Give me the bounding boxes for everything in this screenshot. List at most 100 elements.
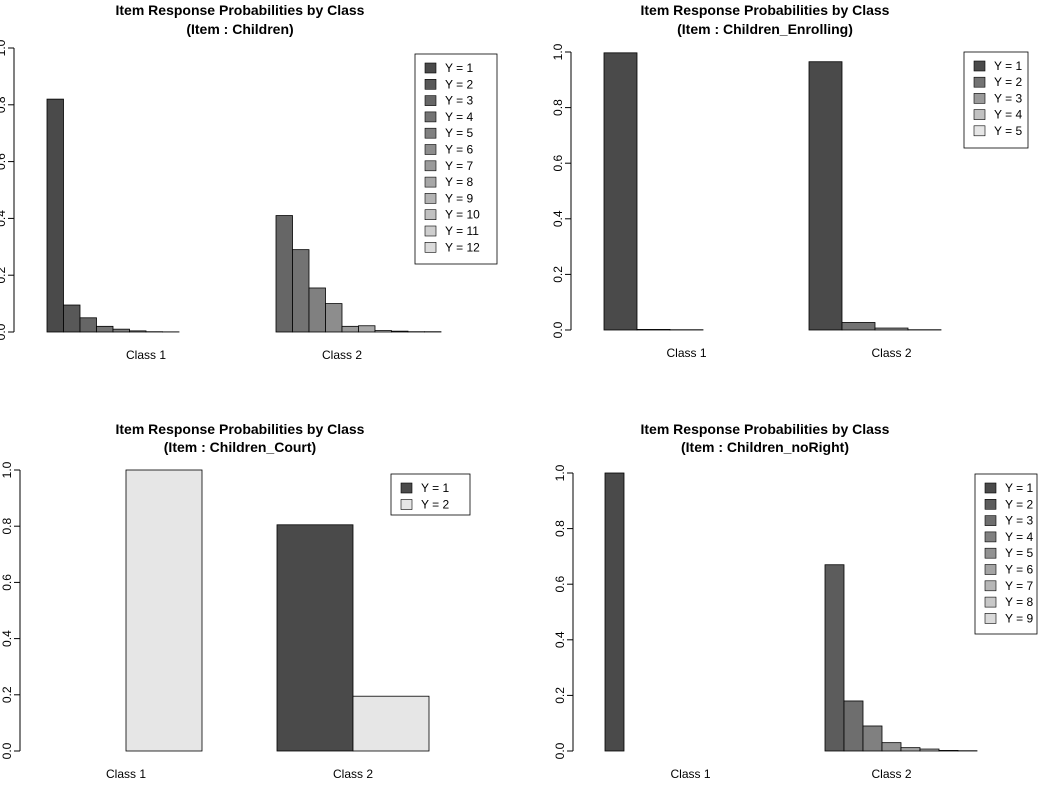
legend-label: Y = 1	[445, 61, 473, 75]
chart-subtitle: (Item : Children_noRight)	[681, 439, 849, 455]
bar-class1-y2	[125, 469, 203, 752]
y-tick-label: 0.4	[553, 631, 567, 648]
legend-swatch	[984, 613, 997, 624]
legend-label: Y = 1	[1005, 481, 1033, 495]
legend-swatch	[424, 111, 437, 123]
legend-swatch	[984, 596, 997, 608]
bar-class1-y1	[603, 52, 638, 331]
chart-title: Item Response Probabilities by Class	[116, 2, 365, 18]
legend-swatch	[424, 95, 437, 106]
x-tick-label: Class 1	[126, 348, 166, 362]
legend-swatch	[424, 225, 437, 237]
legend-swatch	[984, 531, 997, 543]
legend-label: Y = 7	[445, 159, 473, 173]
bar-class1-y6	[129, 330, 147, 333]
legend-swatch	[424, 144, 437, 155]
bar-class2-y9	[374, 330, 392, 333]
y-tick-label: 0.2	[553, 687, 567, 704]
bar-class2-y2	[824, 564, 845, 752]
chart-title: Item Response Probabilities by Class	[641, 2, 890, 18]
legend-label: Y = 4	[445, 110, 473, 124]
legend-swatch	[424, 242, 437, 253]
legend-swatch	[984, 482, 997, 494]
bar-class2-y2	[352, 695, 430, 752]
x-tick-label: Class 1	[670, 767, 710, 781]
bar-class2-y8	[938, 750, 959, 752]
x-tick-label: Class 1	[666, 346, 706, 360]
y-tick-label: 1.0	[0, 39, 8, 56]
x-tick-label: Class 2	[871, 346, 911, 360]
y-tick-label: 1.0	[551, 43, 565, 60]
y-tick-label: 0.6	[0, 574, 14, 591]
bar-class2-y3	[275, 215, 293, 333]
legend-label: Y = 1	[994, 59, 1022, 73]
x-tick-label: Class 2	[322, 348, 362, 362]
bar-class2-y5	[881, 742, 902, 752]
legend-swatch	[424, 127, 437, 139]
legend-swatch	[973, 109, 986, 120]
legend-swatch	[424, 209, 437, 220]
bar-class1-y3	[79, 317, 97, 333]
legend-label: Y = 5	[445, 126, 473, 140]
bar-class2-y5	[308, 287, 326, 333]
y-tick-label: 0.6	[551, 155, 565, 172]
legend-swatch	[424, 176, 437, 188]
legend-swatch	[973, 93, 986, 104]
x-tick-label: Class 1	[106, 767, 146, 781]
bar-class1-y2	[636, 329, 671, 331]
legend-label: Y = 11	[445, 224, 479, 238]
legend-label: Y = 4	[994, 108, 1022, 122]
chart-panel-children: Item Response Probabilities by Class (Ite…	[0, 0, 525, 392]
bar-class2-y1	[808, 61, 843, 331]
bar-class2-y1	[276, 524, 354, 752]
y-tick-label: 0.6	[0, 153, 8, 170]
bar-class2-y10	[391, 330, 409, 333]
chart-subtitle: (Item : Children_Enrolling)	[677, 21, 853, 37]
legend-label: Y = 5	[1005, 546, 1033, 560]
legend-swatch	[984, 547, 997, 559]
y-tick-label: 0.2	[551, 266, 565, 283]
legend-label: Y = 6	[445, 143, 473, 157]
legend-label: Y = 4	[1005, 530, 1033, 544]
legend-label: Y = 10	[445, 208, 480, 222]
legend-swatch	[400, 499, 413, 510]
legend-swatch	[424, 62, 437, 74]
bar-class2-y6	[900, 747, 921, 752]
y-tick-label: 0.2	[0, 267, 8, 284]
chart-subtitle: (Item : Children)	[186, 21, 293, 37]
legend-swatch	[984, 515, 997, 526]
legend-label: Y = 2	[1005, 497, 1033, 511]
legend-label: Y = 9	[445, 191, 473, 205]
y-tick-label: 0.8	[0, 96, 8, 113]
y-tick-label: 0.0	[553, 742, 567, 759]
chart-children-enrolling: Item Response Probabilities by Class (Ite…	[551, 2, 1029, 360]
chart-children-court: Item Response Probabilities by Class (Ite…	[0, 421, 471, 781]
legend-label: Y = 3	[994, 91, 1022, 105]
legend-swatch	[973, 76, 986, 88]
y-tick-label: 0.2	[0, 686, 14, 703]
bar-class1-y2	[63, 304, 81, 333]
legend-swatch	[973, 60, 986, 72]
chart-subtitle: (Item : Children_Court)	[164, 439, 316, 455]
bar-class2-y2	[841, 322, 876, 331]
legend-label: Y = 12	[445, 240, 480, 254]
y-tick-label: 0.8	[551, 99, 565, 116]
chart-title: Item Response Probabilities by Class	[641, 421, 890, 437]
chart-panel-children-enrolling: Item Response Probabilities by Class (Ite…	[525, 0, 1050, 392]
chart-children-noright: Item Response Probabilities by Class (Ite…	[553, 421, 1038, 781]
y-tick-label: 0.0	[551, 321, 565, 338]
chart-title: Item Response Probabilities by Class	[116, 421, 365, 437]
y-tick-label: 0.4	[551, 210, 565, 227]
bar-class2-y8	[358, 325, 376, 333]
bar-class1-y4	[96, 325, 114, 333]
legend-swatch	[973, 125, 986, 137]
legend-swatch	[424, 193, 437, 204]
bar-class1-y1	[604, 472, 625, 752]
bar-class2-y7	[919, 748, 940, 752]
chart-children: Item Response Probabilities by Class (Ite…	[0, 2, 498, 362]
bar-class2-y4	[862, 725, 883, 752]
bar-class2-y3	[843, 700, 864, 752]
legend-label: Y = 2	[421, 498, 449, 512]
chart-panel-children-court: Item Response Probabilities by Class (Ite…	[0, 392, 525, 784]
y-tick-label: 0.0	[0, 742, 14, 759]
